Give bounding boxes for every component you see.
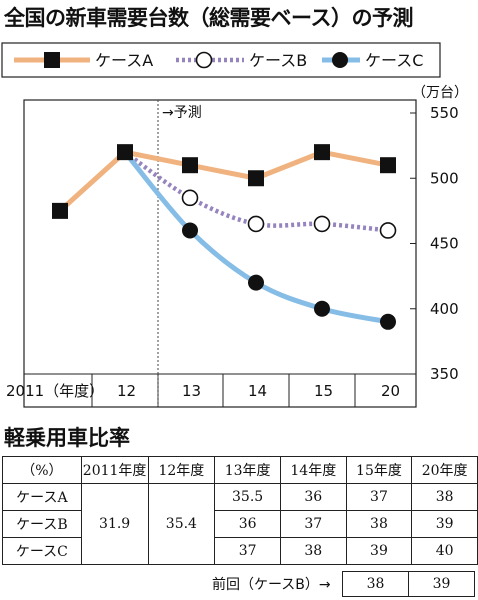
data-point-case-a — [52, 202, 68, 219]
y-unit-label: （万台） — [412, 85, 468, 101]
y-tick-label: 350 — [430, 365, 459, 383]
x-tick-label: 13 — [182, 382, 201, 400]
y-tick-label: 550 — [430, 104, 459, 122]
previous-case-label: 前回（ケースB）→ — [212, 577, 331, 593]
forecast-label: →予測 — [162, 105, 202, 121]
data-point-case-b — [181, 189, 199, 207]
table-cell: 38 — [345, 510, 413, 538]
x-tick-label: 15 — [314, 382, 333, 400]
ratio-table-title: 軽乗用車比率 — [4, 426, 130, 450]
data-point-case-b — [247, 215, 265, 233]
series-line-case-a — [58, 149, 389, 213]
table-header-cell: 2011年度 — [80, 456, 149, 484]
table-cell: 36 — [279, 483, 347, 511]
table-row: 38 39 — [342, 571, 475, 597]
data-point-case-a — [248, 170, 264, 187]
row-label: ケースA — [2, 483, 82, 511]
table-cell: 31.9 — [80, 483, 149, 565]
data-point-case-b — [313, 215, 331, 233]
table-cell: 39 — [408, 571, 475, 597]
data-point-case-a — [314, 144, 330, 161]
table-cell: 37 — [214, 537, 281, 565]
row-label: ケースB — [2, 510, 82, 538]
legend-marker-case-a — [44, 52, 60, 68]
x-tick-label: 2011（年度） — [6, 382, 104, 400]
table-cell: 38 — [279, 537, 347, 565]
y-tick-label: 450 — [430, 235, 459, 253]
y-tick-label: 500 — [430, 169, 459, 187]
y-tick-label: 400 — [430, 300, 459, 318]
row-label: ケースC — [2, 537, 82, 565]
data-point-case-c — [314, 300, 330, 317]
data-point-case-c — [248, 274, 264, 291]
table-cell: 35.4 — [147, 483, 216, 565]
table-header-cell: 15年度 — [345, 456, 413, 484]
table-cell: 40 — [411, 537, 478, 565]
demand-forecast-chart: 350 400 450 500 550 （万台） →予測 2011（年度） 12 13 14 15 20… — [1, 42, 468, 408]
table-cell: 37 — [345, 483, 413, 511]
legend-marker-case-c — [332, 52, 348, 68]
data-point-case-b — [379, 222, 397, 239]
legend-label-case-a: ケースA — [95, 51, 153, 70]
data-point-case-a — [182, 157, 198, 174]
page-title: 全国の新車需要台数（総需要ベース）の予測 — [4, 6, 413, 30]
legend-label-case-c: ケースC — [365, 51, 423, 70]
x-tick-label: 14 — [248, 382, 267, 400]
table-header-cell: 14年度 — [279, 456, 347, 484]
table-cell: 37 — [279, 510, 347, 538]
table-header-cell: 13年度 — [214, 456, 281, 484]
legend-label-case-b: ケースB — [249, 51, 307, 70]
x-tick-label: 20 — [381, 382, 400, 400]
table-cell: 36 — [214, 510, 281, 538]
table-row: ケースB 36 37 38 39 — [2, 510, 478, 538]
data-point-case-c — [380, 313, 396, 330]
table-header-cell: （%） — [2, 456, 82, 484]
data-point-case-c — [182, 222, 198, 239]
table-header-cell: 12年度 — [147, 456, 216, 484]
data-point-case-a — [117, 144, 133, 161]
table-cell: 38 — [342, 571, 409, 597]
ratio-table: （%） 2011年度 12年度 13年度 14年度 15年度 20年度 ケースA… — [2, 456, 478, 565]
table-cell: 35.5 — [214, 483, 281, 511]
table-row: ケースA 31.9 35.4 35.5 36 37 38 — [2, 483, 478, 565]
table-cell: 39 — [345, 537, 413, 565]
legend-marker-case-b — [195, 51, 213, 69]
table-cell: 38 — [411, 483, 478, 511]
data-point-case-a — [380, 157, 396, 174]
x-tick-label: 12 — [117, 382, 136, 400]
previous-case-table: 38 39 — [342, 571, 475, 597]
table-header-cell: 20年度 — [411, 456, 478, 484]
table-row: ケースC 37 38 39 40 — [2, 537, 478, 565]
table-header-row: （%） 2011年度 12年度 13年度 14年度 15年度 20年度 — [2, 456, 478, 484]
table-cell: 39 — [411, 510, 478, 538]
plot-frame — [23, 99, 417, 408]
